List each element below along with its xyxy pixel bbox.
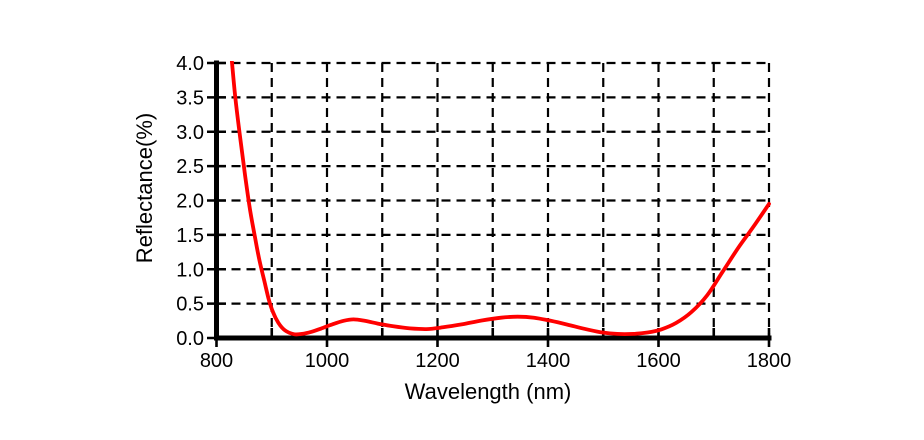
x-tick-label: 800: [200, 350, 233, 372]
x-tick-label: 1000: [305, 350, 350, 372]
y-tick-label: 2.5: [176, 156, 204, 178]
x-tick-label: 1600: [636, 350, 681, 372]
y-tick-label: 0.0: [176, 328, 204, 350]
grid-lines: [216, 61, 771, 338]
tick-labels: 0.0 0.5 1.0 1.5 2.0 2.5 3.0 3.5 4.0 800 1000 1200 14…: [176, 53, 791, 372]
reflectance-curve: [229, 61, 771, 337]
y-tick-label: 2.0: [176, 191, 204, 213]
x-axis-title: Wavelength (nm): [405, 379, 572, 404]
y-axis-title: Reflectance(%): [132, 113, 157, 263]
x-tick-label: 1400: [526, 350, 571, 372]
y-tick-label: 4.0: [176, 53, 204, 75]
y-tick-label: 3.0: [176, 122, 204, 144]
y-tick-label: 1.0: [176, 259, 204, 281]
x-tick-label: 1800: [747, 350, 792, 372]
x-tick-label: 1200: [415, 350, 460, 372]
axis-ticks: [207, 61, 771, 347]
y-tick-label: 3.5: [176, 87, 204, 109]
y-tick-label: 1.5: [176, 225, 204, 247]
y-tick-label: 0.5: [176, 294, 204, 316]
